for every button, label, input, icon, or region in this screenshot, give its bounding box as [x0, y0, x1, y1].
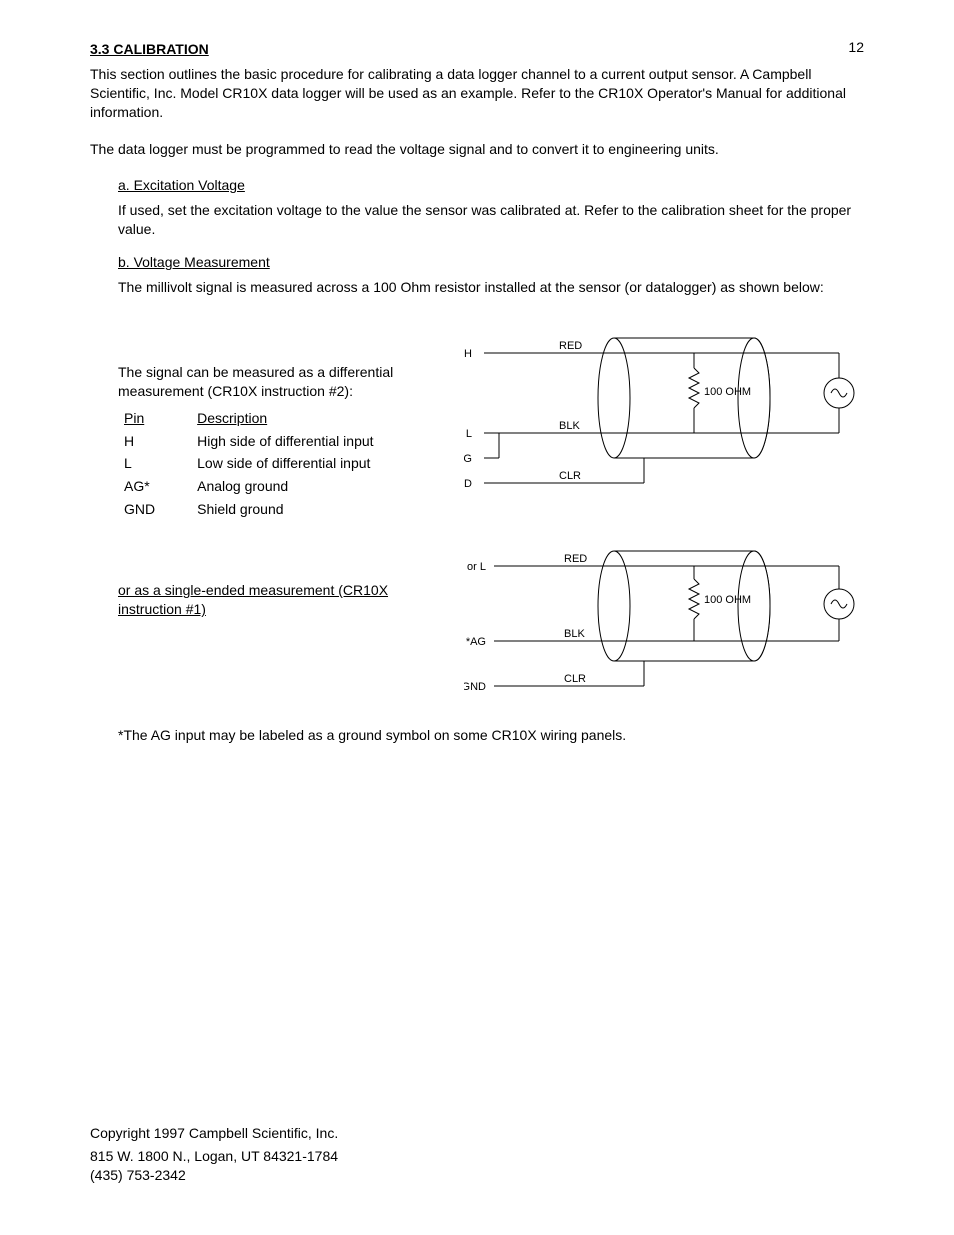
wire-label-blk: BLK — [564, 628, 585, 640]
sub-b-body4: *The AG input may be labeled as a ground… — [118, 726, 864, 745]
sub-a-body: If used, set the excitation voltage to t… — [118, 201, 864, 239]
pin-cell: L — [118, 452, 161, 475]
circuit-diagram-2-icon: H or L RED *AG BLK GND CLR — [464, 541, 864, 711]
single-text-col: or as a single-ended measurement (CR10X … — [118, 541, 444, 625]
pin-table: Pin Description H High side of different… — [118, 407, 380, 521]
circuit-diagram-1-icon: H RED L BLK *AG GND CLR — [464, 323, 864, 503]
pin-cell: GND — [118, 498, 161, 521]
page: 12 3.3 CALIBRATION This section outlines… — [0, 0, 954, 1235]
label-h: H — [464, 348, 472, 360]
desc-cell: Low side of differential input — [191, 452, 379, 475]
desc-cell: Shield ground — [191, 498, 379, 521]
pin-header: Pin — [118, 407, 161, 430]
wire-label-clr: CLR — [559, 470, 581, 482]
footer-copyright: Copyright 1997 Campbell Scientific, Inc. — [90, 1124, 864, 1143]
diagram-differential: H RED L BLK *AG GND CLR — [464, 323, 864, 508]
desc-header: Description — [191, 407, 379, 430]
label-gnd: GND — [464, 681, 486, 693]
section-3-3: 3.3 CALIBRATION This section outlines th… — [90, 40, 864, 158]
pin-table-header: Pin Description — [118, 407, 380, 430]
sub-b-body2: The signal can be measured as a differen… — [118, 363, 444, 401]
footer: Copyright 1997 Campbell Scientific, Inc.… — [90, 1124, 864, 1185]
sub-b-body1: The millivolt signal is measured across … — [118, 278, 864, 297]
pin-row: H High side of differential input — [118, 430, 380, 453]
diff-text-col: The signal can be measured as a differen… — [118, 323, 444, 521]
wire-label-red: RED — [559, 340, 582, 352]
pin-cell: AG* — [118, 475, 161, 498]
wire-label-clr: CLR — [564, 673, 586, 685]
pin-row: L Low side of differential input — [118, 452, 380, 475]
sub-b-body3: or as a single-ended measurement (CR10X … — [118, 581, 444, 619]
pin-cell: H — [118, 430, 161, 453]
desc-cell: High side of differential input — [191, 430, 379, 453]
label-ag: *AG — [464, 453, 472, 465]
single-ended-row: or as a single-ended measurement (CR10X … — [118, 541, 864, 716]
label-ag: *AG — [466, 636, 486, 648]
label-gnd: GND — [464, 478, 472, 490]
subsection-b: b. Voltage Measurement The millivolt sig… — [118, 253, 864, 745]
sub-a-title: a. Excitation Voltage — [118, 176, 864, 195]
wire-label-red: RED — [564, 553, 587, 565]
label-l: L — [466, 428, 472, 440]
para-intro-2: The data logger must be programmed to re… — [90, 140, 864, 159]
footer-address: 815 W. 1800 N., Logan, UT 84321-1784 — [90, 1147, 864, 1166]
desc-cell: Analog ground — [191, 475, 379, 498]
page-number: 12 — [848, 38, 864, 57]
diff-measurement-row: The signal can be measured as a differen… — [118, 323, 864, 521]
pin-row: AG* Analog ground — [118, 475, 380, 498]
diagram-single-ended: H or L RED *AG BLK GND CLR — [464, 541, 864, 716]
pin-row: GND Shield ground — [118, 498, 380, 521]
subsection-a: a. Excitation Voltage If used, set the e… — [118, 176, 864, 239]
wire-label-blk: BLK — [559, 420, 580, 432]
sub-b-title: b. Voltage Measurement — [118, 253, 864, 272]
label-h-or-l: H or L — [464, 561, 486, 573]
resistor-label: 100 OHM — [704, 594, 751, 606]
resistor-label: 100 OHM — [704, 386, 751, 398]
footer-phone: (435) 753-2342 — [90, 1166, 864, 1185]
para-intro-1: This section outlines the basic procedur… — [90, 65, 864, 122]
section-title: 3.3 CALIBRATION — [90, 40, 864, 59]
